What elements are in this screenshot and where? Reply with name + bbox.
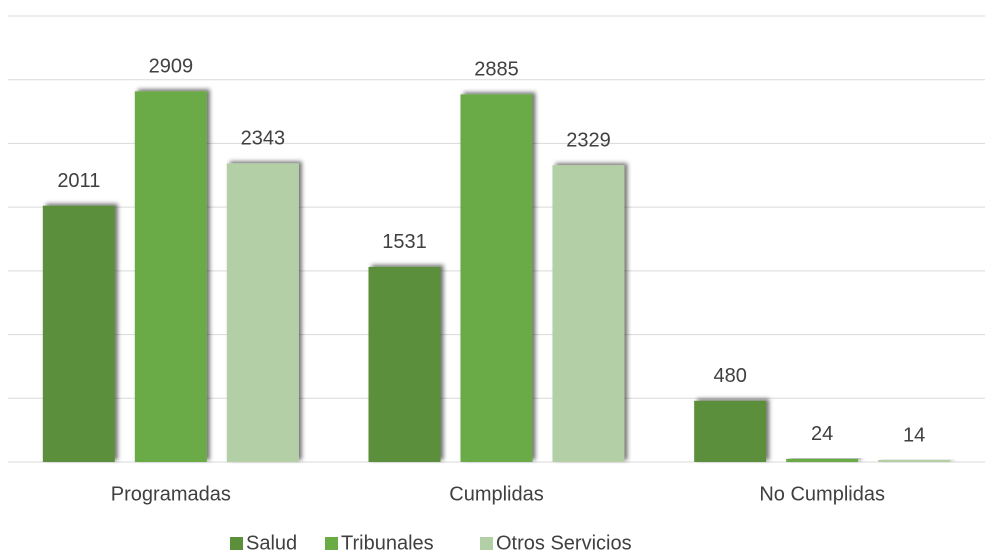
bar	[460, 94, 533, 463]
value-label: 1531	[382, 231, 427, 253]
bar	[226, 163, 299, 462]
x-tick-label: No Cumplidas	[759, 483, 885, 505]
value-label: 14	[903, 424, 925, 446]
x-tick-label: Programadas	[111, 483, 231, 505]
value-label: 480	[713, 365, 746, 387]
legend-label: Tribunales	[341, 532, 434, 554]
value-label: 2885	[474, 59, 519, 81]
legend-label: Salud	[246, 532, 297, 554]
legend-swatch	[480, 537, 493, 550]
value-label: 2011	[57, 170, 100, 192]
legend-swatch	[230, 537, 243, 550]
value-label: 2909	[149, 56, 194, 78]
bar	[878, 460, 951, 462]
legend-label: Otros Servicios	[496, 532, 632, 554]
x-tick-label: Cumplidas	[449, 483, 543, 505]
bar	[694, 400, 767, 462]
value-label: 2329	[566, 130, 611, 152]
bar	[134, 91, 207, 462]
legend-swatch	[325, 537, 338, 550]
bar	[552, 165, 625, 462]
bar	[368, 266, 441, 462]
bar	[42, 205, 115, 462]
value-label: 24	[811, 423, 833, 445]
bar	[786, 458, 859, 462]
value-label: 2343	[241, 128, 286, 150]
